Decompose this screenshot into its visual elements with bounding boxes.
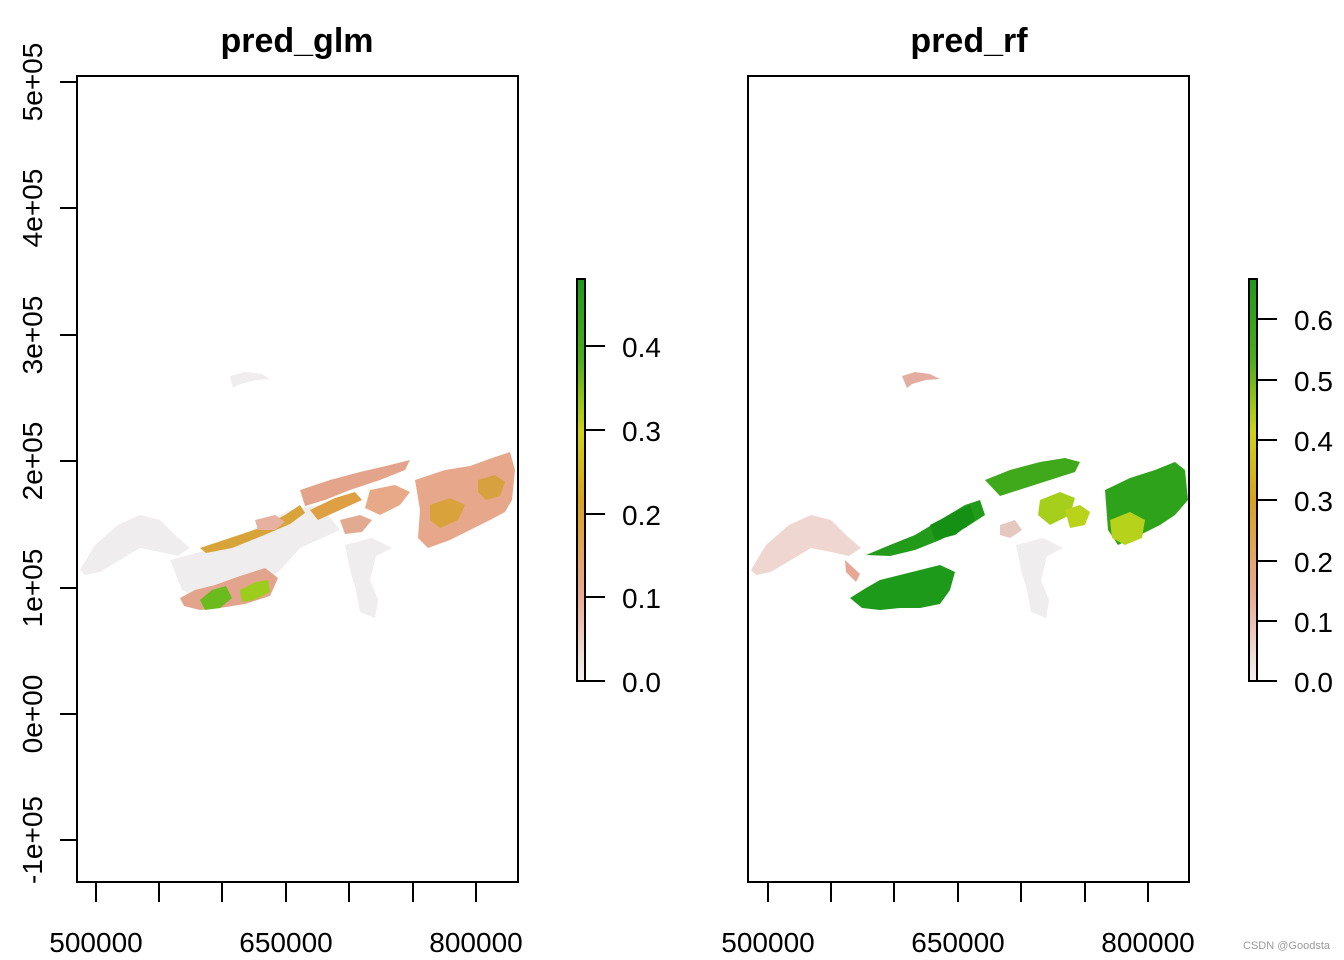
y-tick-label: 1e+05: [17, 549, 48, 628]
watermark: CSDN @Goodsta: [1243, 940, 1330, 952]
panel-title: pred_glm: [220, 22, 373, 60]
raster-extent: [80, 372, 392, 618]
y-tick-label: -1e+05: [17, 796, 48, 884]
x-tick-label: 800000: [429, 927, 522, 958]
y-tick-label: 4e+05: [17, 169, 48, 248]
panel-title: pred_rf: [910, 22, 1028, 60]
x-tick-label: 500000: [721, 927, 814, 958]
legend-tick-label: 0.1: [622, 583, 661, 614]
y-axis: -1e+05 0e+00 1e+05 2e+05 3e+05 4e+05 5e+…: [17, 43, 78, 884]
raster-extent: [751, 372, 1063, 618]
x-axis: 500000 650000 800000: [721, 881, 1195, 958]
legend-tick-label: 0.1: [1294, 607, 1333, 638]
legend-tick-label: 0.2: [622, 500, 661, 531]
legend-colorbar: 0.0 0.1 0.2 0.3 0.4 0.5 0.6: [1248, 278, 1333, 698]
legend-tick-label: 0.0: [622, 667, 661, 698]
x-tick-label: 500000: [49, 927, 142, 958]
y-tick-label: 3e+05: [17, 296, 48, 375]
y-tick-label: 0e+00: [17, 675, 48, 754]
legend-tick-label: 0.2: [1294, 547, 1333, 578]
legend-colorbar: 0.0 0.1 0.2 0.3 0.4: [576, 278, 661, 698]
x-tick-label: 650000: [239, 927, 332, 958]
panel-pred-rf: pred_rf 50000: [721, 22, 1333, 958]
panel-pred-glm: pred_glm: [17, 22, 661, 958]
legend-tick-label: 0.4: [622, 332, 661, 363]
prediction-cells: [850, 458, 1188, 610]
map-frame: [747, 75, 1190, 883]
x-tick-label: 650000: [911, 927, 1004, 958]
x-tick-label: 800000: [1101, 927, 1194, 958]
legend-tick-label: 0.6: [1294, 305, 1333, 336]
legend-tick-label: 0.5: [1294, 366, 1333, 397]
legend-tick-label: 0.4: [1294, 426, 1333, 457]
y-tick-label: 2e+05: [17, 422, 48, 501]
y-tick-label: 5e+05: [17, 43, 48, 122]
legend-tick-label: 0.3: [1294, 486, 1333, 517]
legend-tick-label: 0.3: [622, 416, 661, 447]
prediction-cells: [180, 452, 515, 610]
legend-tick-label: 0.0: [1294, 667, 1333, 698]
x-axis: 500000 650000 800000: [49, 881, 523, 958]
